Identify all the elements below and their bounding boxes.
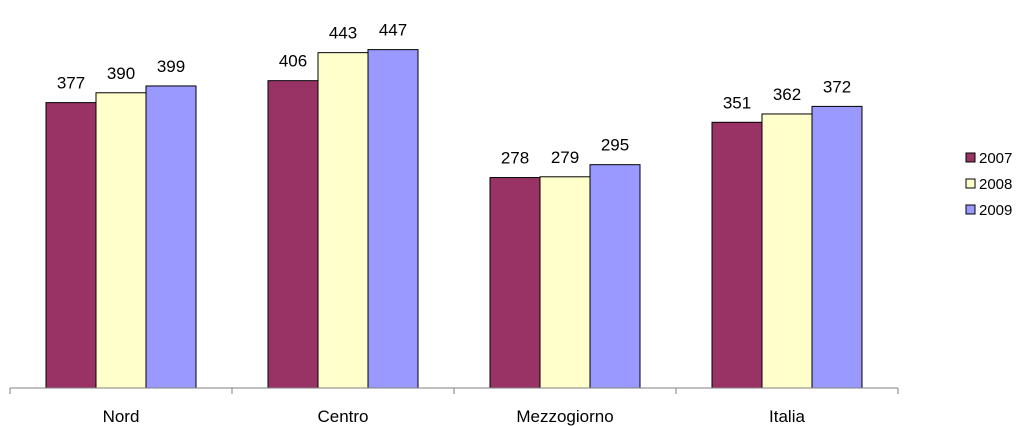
data-label-italia-2007: 351 <box>723 93 751 112</box>
data-label-centro-2009: 447 <box>379 21 407 40</box>
bar-mezzogiorno-2007 <box>489 177 541 389</box>
bar-centro-2009 <box>367 49 419 389</box>
bar-mezzogiorno-2008 <box>539 176 591 389</box>
x-tick-label-centro: Centro <box>317 407 368 426</box>
bar-italia-2008 <box>761 113 813 389</box>
data-label-mezzogiorno-2009: 295 <box>601 136 629 155</box>
data-label-nord-2009: 399 <box>157 57 185 76</box>
x-tick-label-nord: Nord <box>103 407 140 426</box>
legend-label-2007: 2007 <box>979 150 1012 167</box>
legend-label-2009: 2009 <box>979 202 1012 219</box>
data-label-centro-2007: 406 <box>279 52 307 71</box>
legend-swatch-2009 <box>965 204 976 215</box>
data-label-italia-2009: 372 <box>823 77 851 96</box>
legend-swatch-2007 <box>965 152 976 163</box>
data-labels-layer: 377 390 399 406 443 447 278 279 295 351 362 372 <box>57 21 851 168</box>
data-label-nord-2008: 390 <box>107 64 135 83</box>
bar-nord-2009 <box>145 85 197 389</box>
x-tick-label-italia: Italia <box>769 407 805 426</box>
legend: 2007 2008 2009 <box>965 150 1012 219</box>
legend-label-2008: 2008 <box>979 176 1012 193</box>
data-label-centro-2008: 443 <box>329 24 357 43</box>
x-tick-label-mezzogiorno: Mezzogiorno <box>516 407 613 426</box>
x-axis: Nord Centro Mezzogiorno Italia <box>9 387 899 426</box>
data-label-italia-2008: 362 <box>773 85 801 104</box>
bar-italia-2009 <box>811 105 863 389</box>
data-label-nord-2007: 377 <box>57 74 85 93</box>
bar-nord-2008 <box>95 92 147 389</box>
bar-italia-2007 <box>711 121 763 389</box>
bar-nord-2007 <box>45 102 97 389</box>
bar-centro-2007 <box>267 80 319 389</box>
data-label-mezzogiorno-2008: 279 <box>551 148 579 167</box>
bar-mezzogiorno-2009 <box>589 164 641 389</box>
bar-centro-2008 <box>317 52 369 389</box>
bars-layer <box>45 49 863 389</box>
data-label-mezzogiorno-2007: 278 <box>501 149 529 168</box>
legend-swatch-2008 <box>965 178 976 189</box>
